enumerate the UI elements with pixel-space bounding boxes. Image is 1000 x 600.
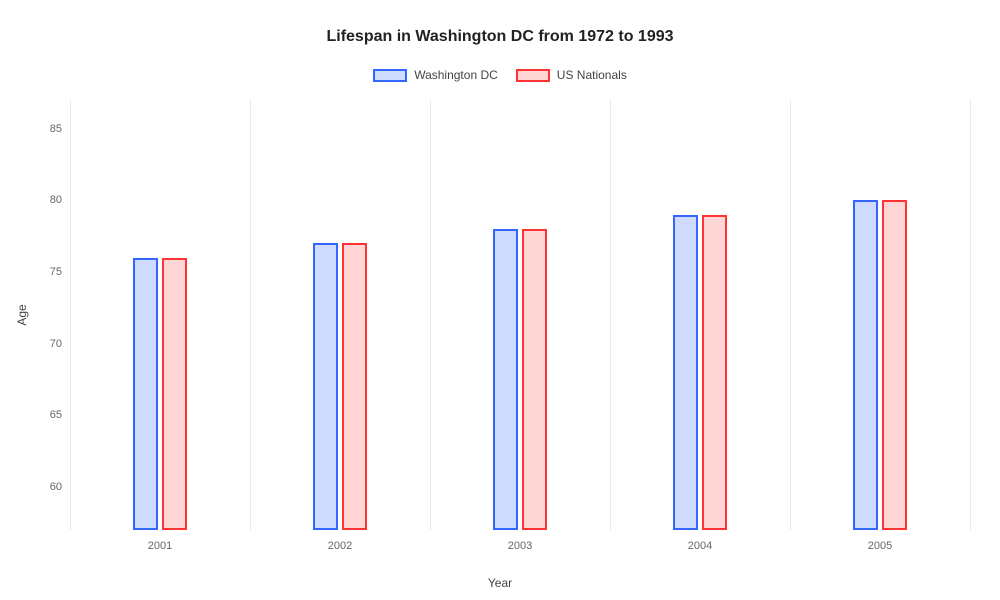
legend-swatch-washington-dc [373, 69, 407, 82]
chart-title: Lifespan in Washington DC from 1972 to 1… [0, 0, 1000, 46]
grid-line [610, 100, 611, 530]
x-tick-label: 2001 [148, 540, 172, 552]
plot-area: 60657075808520012002200320042005 [70, 100, 970, 530]
x-tick-label: 2004 [688, 540, 712, 552]
legend-label-washington-dc: Washington DC [414, 68, 498, 82]
y-tick-label: 80 [50, 194, 62, 206]
grid-line [970, 100, 971, 530]
bar [133, 258, 158, 530]
bar [673, 215, 698, 530]
legend-item-us-nationals: US Nationals [516, 68, 627, 82]
legend-item-washington-dc: Washington DC [373, 68, 498, 82]
grid-line [790, 100, 791, 530]
y-tick-label: 85 [50, 123, 62, 135]
x-tick-label: 2003 [508, 540, 532, 552]
bar [882, 200, 907, 530]
x-tick-label: 2002 [328, 540, 352, 552]
grid-line [430, 100, 431, 530]
x-tick-label: 2005 [868, 540, 892, 552]
bar [162, 258, 187, 530]
bar [702, 215, 727, 530]
bar [522, 229, 547, 530]
grid-line [70, 100, 71, 530]
legend-swatch-us-nationals [516, 69, 550, 82]
x-axis-label: Year [488, 576, 512, 590]
legend-label-us-nationals: US Nationals [557, 68, 627, 82]
y-tick-label: 70 [50, 338, 62, 350]
y-tick-label: 65 [50, 409, 62, 421]
y-tick-label: 75 [50, 266, 62, 278]
y-tick-label: 60 [50, 481, 62, 493]
grid-line [250, 100, 251, 530]
bar [342, 243, 367, 530]
chart-container: Lifespan in Washington DC from 1972 to 1… [0, 0, 1000, 600]
bar [493, 229, 518, 530]
legend: Washington DC US Nationals [0, 68, 1000, 82]
bar [313, 243, 338, 530]
bar [853, 200, 878, 530]
y-axis-label: Age [15, 304, 29, 325]
